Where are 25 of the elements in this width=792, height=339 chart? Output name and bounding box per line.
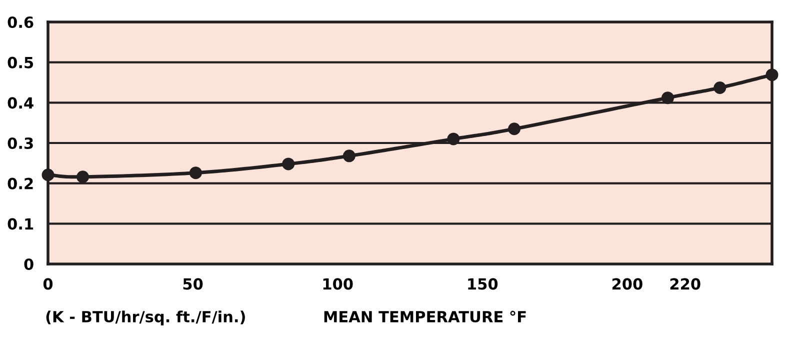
text: (K - BTU/hr/sq. ft./F/in.) — [46, 310, 245, 326]
x-tick-label: 0 — [43, 278, 53, 290]
point — [447, 132, 460, 146]
y-tick-label: 0.5 — [8, 56, 34, 68]
y-tick-label: 0.6 — [8, 16, 34, 28]
x-axis-title: MEAN TEMPERATURE °F — [324, 310, 526, 322]
x-tick-label: 50 — [183, 278, 203, 290]
y-tick-label: 0.1 — [8, 218, 34, 230]
point — [766, 68, 778, 82]
x-tick-label: 100 — [323, 278, 353, 290]
y-tick-label: 0 — [24, 258, 34, 270]
y-tick-label: 0.3 — [8, 137, 33, 150]
y-tick-label: 0.2 — [8, 178, 33, 190]
point — [42, 168, 54, 182]
y-tick-label: 0.4 — [8, 97, 34, 109]
x-tick-label: 200 — [612, 278, 642, 290]
point — [282, 158, 295, 170]
point — [508, 122, 521, 136]
point — [76, 170, 90, 184]
point — [189, 166, 202, 180]
point — [661, 92, 674, 104]
x-tick-label: 150 — [468, 278, 498, 290]
point — [714, 81, 726, 94]
point — [342, 150, 356, 162]
x-tick-label: 220 — [670, 278, 700, 290]
